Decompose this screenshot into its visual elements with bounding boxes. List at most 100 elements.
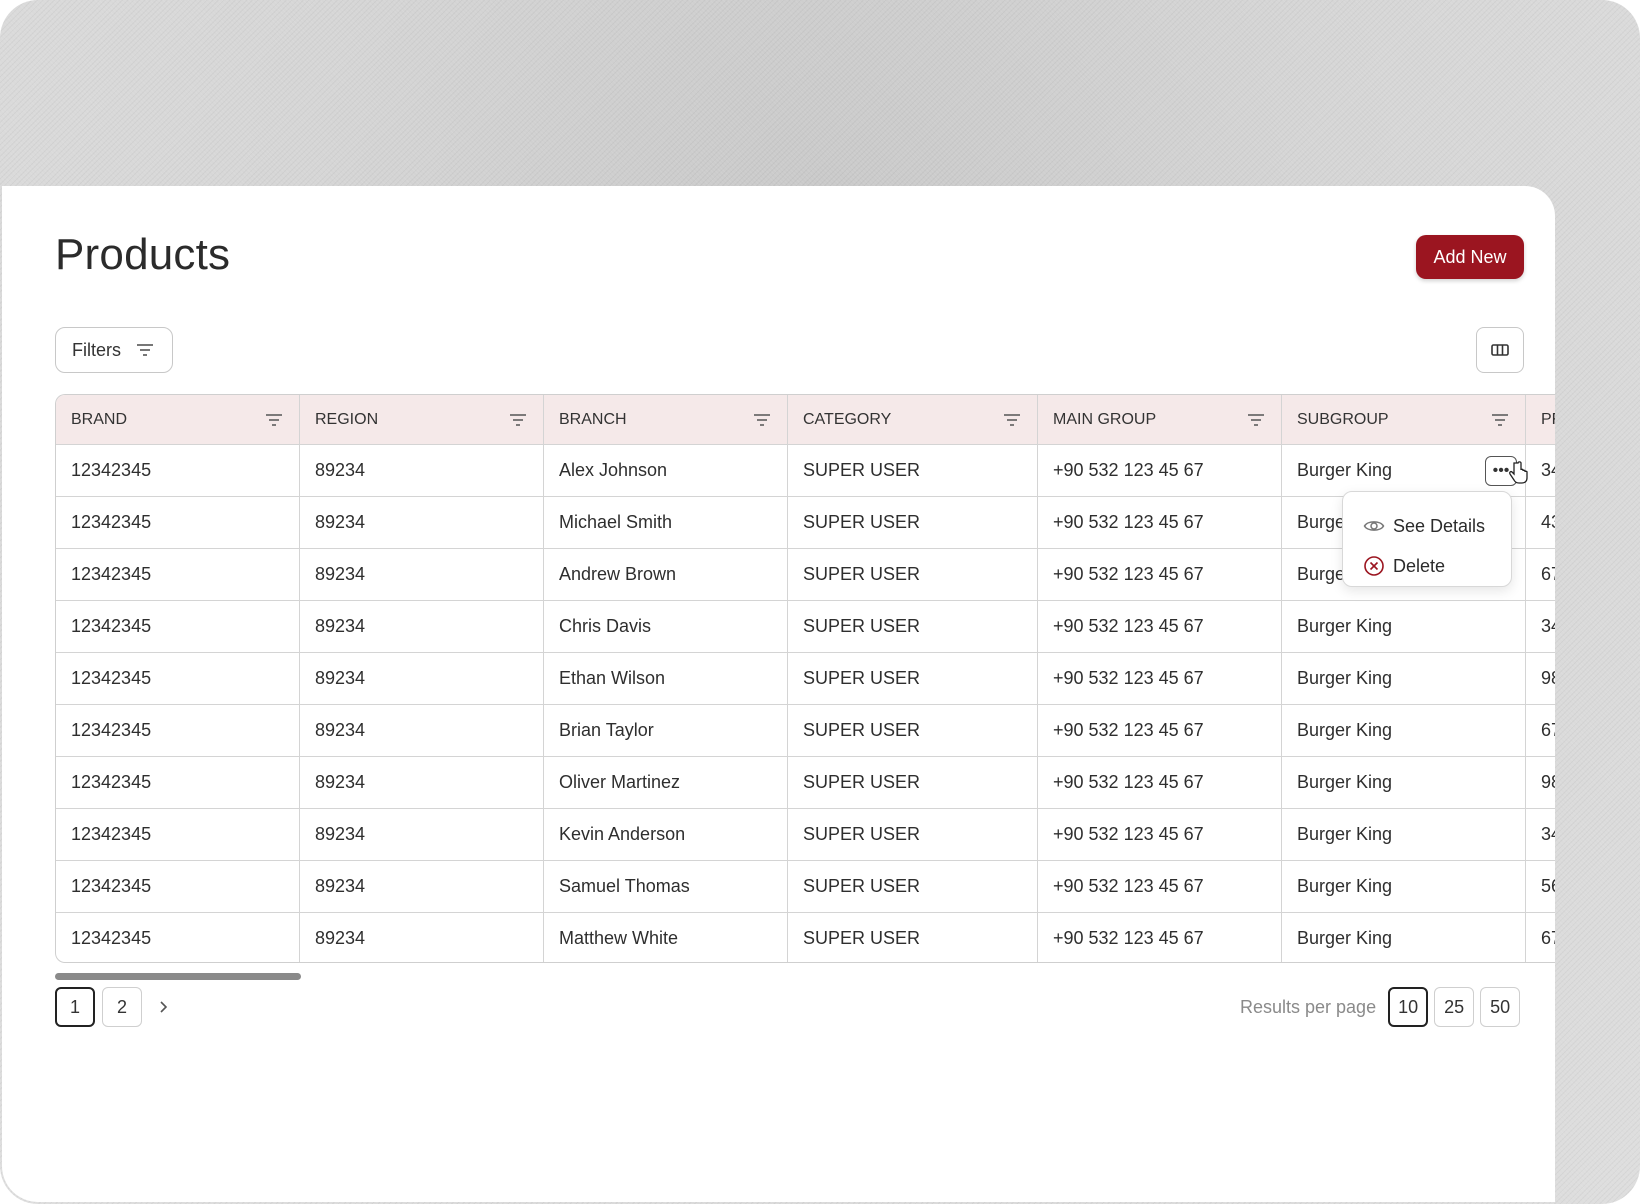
cell-brand: 12342345 [56, 549, 300, 601]
table-row[interactable]: 12342345 89234 Andrew Brown SUPER USER +… [56, 549, 1555, 601]
page-button-2[interactable]: 2 [102, 987, 142, 1027]
cell-category: SUPER USER [788, 913, 1038, 962]
filter-icon[interactable] [1246, 412, 1266, 428]
filter-icon[interactable] [264, 412, 284, 428]
cell-main-group: +90 532 123 45 67 [1038, 497, 1282, 549]
cell-category: SUPER USER [788, 549, 1038, 601]
menu-item-label: Delete [1393, 555, 1446, 576]
cell-branch: Matthew White [544, 913, 788, 962]
cell-brand: 12342345 [56, 653, 300, 705]
page-button-1[interactable]: 1 [55, 987, 95, 1027]
cell-region: 89234 [300, 861, 544, 913]
columns-button[interactable] [1476, 327, 1524, 373]
header-pf[interactable]: PF [1526, 395, 1555, 445]
eye-icon [1363, 521, 1385, 531]
cell-main-group: +90 532 123 45 67 [1038, 445, 1282, 497]
delete-circle-x-icon [1364, 556, 1384, 576]
cell-brand: 12342345 [56, 757, 300, 809]
cell-pf: 67 [1526, 705, 1555, 757]
hand-cursor-icon [1509, 461, 1528, 484]
next-page-button[interactable] [149, 987, 179, 1027]
table-row[interactable]: 12342345 89234 Ethan Wilson SUPER USER +… [56, 653, 1555, 705]
cell-branch: Samuel Thomas [544, 861, 788, 913]
cell-region: 89234 [300, 497, 544, 549]
cell-branch: Kevin Anderson [544, 809, 788, 861]
results-per-page: Results per page 10 25 50 [1240, 987, 1521, 1027]
header-brand[interactable]: BRAND [56, 395, 300, 445]
header-region[interactable]: REGION [300, 395, 544, 445]
menu-item-label: See Details [1393, 515, 1486, 536]
cell-region: 89234 [300, 549, 544, 601]
table-row[interactable]: 12342345 89234 Oliver Martinez SUPER USE… [56, 757, 1555, 809]
table-row[interactable]: 12342345 89234 Matthew White SUPER USER … [56, 913, 1555, 962]
page-title: Products [55, 230, 231, 279]
rpp-option-50[interactable]: 50 [1480, 987, 1521, 1027]
cell-category: SUPER USER [788, 861, 1038, 913]
cell-subgroup: Burger King [1282, 809, 1526, 861]
cell-pf: 56 [1526, 861, 1555, 913]
table-header-row: BRAND REGION BRANCH CATEGORY MAIN GROUP … [56, 395, 1555, 447]
cell-subgroup: Burger King [1282, 861, 1526, 913]
cell-pf: 34 [1526, 445, 1555, 497]
cell-category: SUPER USER [788, 705, 1038, 757]
cell-category: SUPER USER [788, 809, 1038, 861]
horizontal-scrollbar[interactable] [55, 973, 301, 980]
cell-region: 89234 [300, 653, 544, 705]
cell-pf: 98 [1526, 757, 1555, 809]
cell-category: SUPER USER [788, 757, 1038, 809]
cell-region: 89234 [300, 445, 544, 497]
cell-main-group: +90 532 123 45 67 [1038, 549, 1282, 601]
cell-subgroup: Burger King ••• [1282, 445, 1528, 497]
filters-button[interactable]: Filters [55, 327, 173, 373]
header-category[interactable]: CATEGORY [788, 395, 1038, 445]
cell-brand: 12342345 [56, 601, 300, 653]
table-row[interactable]: 12342345 89234 Michael Smith SUPER USER … [56, 497, 1555, 549]
filter-icon[interactable] [752, 412, 772, 428]
cell-pf: 67 [1526, 913, 1555, 962]
table-row[interactable]: 12342345 89234 Samuel Thomas SUPER USER … [56, 861, 1555, 913]
filter-icon[interactable] [1490, 412, 1510, 428]
cell-brand: 12342345 [56, 445, 300, 497]
cell-branch: Brian Taylor [544, 705, 788, 757]
header-main-group[interactable]: MAIN GROUP [1038, 395, 1282, 445]
cell-brand: 12342345 [56, 809, 300, 861]
table-row[interactable]: 12342345 89234 Alex Johnson SUPER USER +… [56, 445, 1555, 497]
row-actions-menu: See Details Delete [1342, 491, 1512, 587]
cell-subgroup: Burger King [1282, 705, 1526, 757]
results-per-page-label: Results per page [1240, 996, 1377, 1017]
cell-pf: 67 [1526, 549, 1555, 601]
chevron-right-icon [160, 1001, 168, 1013]
rpp-option-10[interactable]: 10 [1388, 987, 1429, 1027]
header-branch[interactable]: BRANCH [544, 395, 788, 445]
cell-brand: 12342345 [56, 861, 300, 913]
table-row[interactable]: 12342345 89234 Kevin Anderson SUPER USER… [56, 809, 1555, 861]
menu-item-delete[interactable]: Delete [1343, 546, 1511, 586]
cell-main-group: +90 532 123 45 67 [1038, 809, 1282, 861]
row-actions-button[interactable]: ••• [1485, 456, 1528, 486]
cell-main-group: +90 532 123 45 67 [1038, 705, 1282, 757]
cell-region: 89234 [300, 601, 544, 653]
header-subgroup[interactable]: SUBGROUP [1282, 395, 1526, 445]
menu-item-see-details[interactable]: See Details [1343, 506, 1511, 546]
cell-region: 89234 [300, 809, 544, 861]
cell-brand: 12342345 [56, 705, 300, 757]
cell-pf: 34 [1526, 601, 1555, 653]
cell-branch: Michael Smith [544, 497, 788, 549]
cell-subgroup: Burger King [1282, 913, 1526, 962]
filter-icon [137, 344, 153, 356]
columns-icon [1491, 344, 1509, 356]
table-row[interactable]: 12342345 89234 Brian Taylor SUPER USER +… [56, 705, 1555, 757]
rpp-option-25[interactable]: 25 [1434, 987, 1475, 1027]
products-panel: Products Add New Filters BRAND REGION BR… [2, 186, 1555, 1202]
cell-main-group: +90 532 123 45 67 [1038, 861, 1282, 913]
cell-subgroup: Burger King [1282, 601, 1526, 653]
cell-pf: 43 [1526, 497, 1555, 549]
filters-label: Filters [72, 339, 121, 360]
more-icon: ••• [1492, 462, 1510, 479]
table-row[interactable]: 12342345 89234 Chris Davis SUPER USER +9… [56, 601, 1555, 653]
add-new-button[interactable]: Add New [1416, 235, 1524, 279]
filter-icon[interactable] [1002, 412, 1022, 428]
cell-branch: Andrew Brown [544, 549, 788, 601]
cell-branch: Oliver Martinez [544, 757, 788, 809]
filter-icon[interactable] [508, 412, 528, 428]
